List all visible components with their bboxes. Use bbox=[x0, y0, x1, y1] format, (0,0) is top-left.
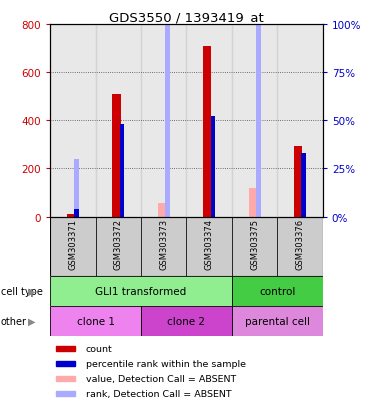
Bar bbox=[232, 306, 323, 336]
Bar bbox=[96, 25, 141, 217]
Text: value, Detection Call = ABSENT: value, Detection Call = ABSENT bbox=[86, 374, 236, 383]
Bar bbox=[56, 346, 75, 351]
Text: parental cell: parental cell bbox=[245, 316, 310, 326]
Bar bbox=[141, 25, 187, 217]
Text: control: control bbox=[259, 287, 296, 297]
Bar bbox=[119, 125, 124, 217]
Bar bbox=[74, 159, 79, 217]
Text: GSM303376: GSM303376 bbox=[296, 218, 305, 269]
Bar bbox=[165, 0, 170, 217]
Bar bbox=[96, 217, 141, 277]
Text: GSM303372: GSM303372 bbox=[114, 218, 123, 269]
Bar bbox=[187, 25, 232, 217]
Text: cell type: cell type bbox=[1, 287, 43, 297]
Text: GSM303371: GSM303371 bbox=[68, 218, 77, 269]
Bar bbox=[210, 117, 215, 217]
Bar bbox=[301, 154, 306, 217]
Bar bbox=[112, 95, 121, 217]
Bar bbox=[249, 188, 257, 217]
Bar bbox=[50, 217, 96, 277]
Bar bbox=[141, 217, 187, 277]
Bar bbox=[294, 146, 302, 217]
Bar bbox=[232, 25, 278, 217]
Bar bbox=[50, 277, 232, 306]
Bar bbox=[187, 217, 232, 277]
Bar bbox=[56, 392, 75, 396]
Bar bbox=[232, 277, 323, 306]
Bar bbox=[67, 215, 75, 217]
Bar bbox=[232, 217, 278, 277]
Text: GSM303375: GSM303375 bbox=[250, 218, 259, 269]
Text: clone 1: clone 1 bbox=[76, 316, 115, 326]
Bar bbox=[278, 217, 323, 277]
Text: GSM303374: GSM303374 bbox=[205, 218, 214, 269]
Bar bbox=[50, 25, 96, 217]
Bar bbox=[74, 209, 79, 217]
Bar bbox=[158, 204, 166, 217]
Text: GSM303373: GSM303373 bbox=[159, 218, 168, 269]
Bar bbox=[203, 46, 211, 217]
Bar bbox=[278, 25, 323, 217]
Bar bbox=[56, 376, 75, 381]
Bar bbox=[50, 306, 141, 336]
Text: ▶: ▶ bbox=[28, 316, 35, 326]
Text: rank, Detection Call = ABSENT: rank, Detection Call = ABSENT bbox=[86, 389, 231, 398]
Text: count: count bbox=[86, 344, 112, 353]
Title: GDS3550 / 1393419_at: GDS3550 / 1393419_at bbox=[109, 11, 264, 24]
Text: GLI1 transformed: GLI1 transformed bbox=[95, 287, 187, 297]
Bar bbox=[56, 361, 75, 366]
Text: other: other bbox=[1, 316, 27, 326]
Bar bbox=[141, 306, 232, 336]
Text: ▶: ▶ bbox=[28, 287, 35, 297]
Text: percentile rank within the sample: percentile rank within the sample bbox=[86, 359, 246, 368]
Bar bbox=[256, 0, 260, 217]
Text: clone 2: clone 2 bbox=[167, 316, 206, 326]
